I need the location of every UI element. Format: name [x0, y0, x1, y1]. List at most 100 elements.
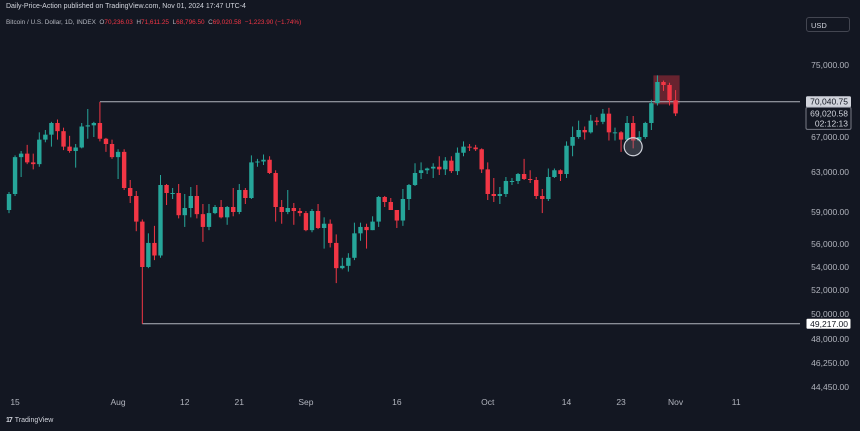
- candle-body: [364, 226, 369, 231]
- x-tick-label: 16: [392, 397, 402, 407]
- tradingview-logo-icon: 17: [6, 417, 13, 424]
- symbol-legend: Bitcoin / U.S. Dollar, 1D, INDEX O70,236…: [6, 19, 301, 26]
- candle-body: [12, 157, 18, 194]
- top-bar: Daily-Price-Action published on TradingV…: [0, 0, 860, 16]
- candle-body: [152, 242, 157, 256]
- last-price-text: 69,020.58: [810, 108, 848, 118]
- candle-body: [200, 214, 206, 227]
- candle-body: [97, 123, 103, 139]
- x-tick-label: Nov: [668, 397, 684, 407]
- candle-body: [455, 152, 460, 172]
- y-tick-label: 63,000.00: [811, 167, 849, 177]
- high-value: 71,611.25: [141, 19, 169, 26]
- candle-body: [424, 168, 430, 171]
- candle-body: [212, 207, 218, 214]
- candle-body: [67, 146, 72, 151]
- candle-body: [115, 151, 121, 158]
- candle-body: [18, 153, 24, 158]
- candle-body: [31, 162, 36, 165]
- candle-body: [449, 160, 454, 172]
- candle-body: [503, 181, 509, 194]
- candle-body: [406, 185, 412, 199]
- close-value: 69,020.58: [212, 19, 242, 26]
- x-tick-label: Aug: [111, 397, 126, 407]
- candle-body: [231, 207, 236, 212]
- close-label: C: [208, 19, 213, 26]
- candle-body: [461, 146, 466, 153]
- candle-body: [43, 134, 48, 140]
- open-value: 70,236.03: [104, 19, 133, 26]
- candle-body: [643, 123, 648, 137]
- candle-body: [188, 196, 193, 208]
- brand-name: TradingView: [14, 417, 54, 424]
- candle-body: [327, 223, 333, 243]
- candle-body: [146, 242, 151, 267]
- candle-body: [55, 123, 60, 132]
- x-tick-label: 12: [180, 397, 190, 407]
- level-price-label-bottom-box: [805, 317, 852, 330]
- candle-body: [249, 162, 254, 198]
- symbol-name[interactable]: Bitcoin / U.S. Dollar, 1D, INDEX: [6, 19, 96, 26]
- candle-body: [37, 139, 42, 165]
- candle-body: [73, 147, 78, 151]
- change-value: −1,223.90 (−1.74%): [244, 19, 302, 26]
- candle-body: [485, 169, 490, 194]
- candle-body: [218, 207, 224, 218]
- candle-body: [109, 144, 115, 158]
- candle-body: [594, 120, 600, 122]
- candle-body: [309, 211, 315, 231]
- candle-body: [443, 160, 448, 170]
- candle-body: [527, 179, 533, 180]
- candle-body: [473, 147, 478, 150]
- candle-body: [255, 161, 260, 163]
- candle-body: [624, 123, 630, 140]
- high-label: H: [136, 19, 142, 26]
- candle-body: [273, 173, 278, 207]
- candle-body: [85, 125, 90, 127]
- candle-body: [479, 149, 484, 170]
- countdown-text: 02:12:13: [815, 118, 848, 128]
- candle-body: [176, 193, 181, 216]
- y-tick-label: 50,000.00: [811, 309, 849, 319]
- publisher-line: Daily-Price-Action published on TradingV…: [6, 3, 246, 10]
- candle-body: [346, 257, 351, 266]
- candle-body: [285, 208, 290, 212]
- y-tick-label: 54,000.00: [811, 262, 849, 272]
- candle-body: [546, 177, 551, 199]
- candle-body: [552, 170, 557, 177]
- y-tick-label: 56,000.00: [811, 239, 849, 249]
- x-tick-label: 23: [616, 397, 626, 407]
- currency-button[interactable]: USD: [806, 17, 850, 32]
- candle-body: [103, 138, 109, 144]
- candle-body: [182, 208, 187, 216]
- last-price-box: [805, 106, 852, 130]
- candle-body: [637, 137, 642, 141]
- candle-body: [297, 211, 303, 214]
- candle-body: [237, 190, 242, 212]
- tradingview-brand[interactable]: 17 TradingView: [6, 417, 53, 424]
- level-price-label-bottom-text: 49,217.00: [810, 319, 848, 329]
- candle-body: [412, 173, 418, 185]
- candle-body: [588, 120, 593, 133]
- candle-body: [667, 84, 672, 101]
- level-price-label-top-text: 70,040.75: [810, 97, 848, 107]
- candle-body: [261, 159, 266, 162]
- candle-body: [394, 210, 400, 221]
- y-tick-label: 75,000.00: [811, 60, 849, 70]
- candle-body: [315, 211, 321, 228]
- candle-body: [612, 132, 618, 134]
- candle-body: [358, 226, 363, 234]
- candle-body: [630, 123, 636, 141]
- y-tick-label: 44,450.00: [811, 382, 849, 392]
- candle-body: [661, 82, 666, 85]
- candle-body: [158, 185, 163, 256]
- candle-body: [49, 123, 54, 135]
- candle-body: [382, 197, 387, 202]
- x-tick-label: 14: [562, 397, 572, 407]
- candle-body: [194, 196, 200, 215]
- candle-body: [6, 194, 12, 210]
- candle-body: [376, 197, 381, 222]
- candle-body: [431, 166, 436, 169]
- candle-body: [61, 131, 66, 147]
